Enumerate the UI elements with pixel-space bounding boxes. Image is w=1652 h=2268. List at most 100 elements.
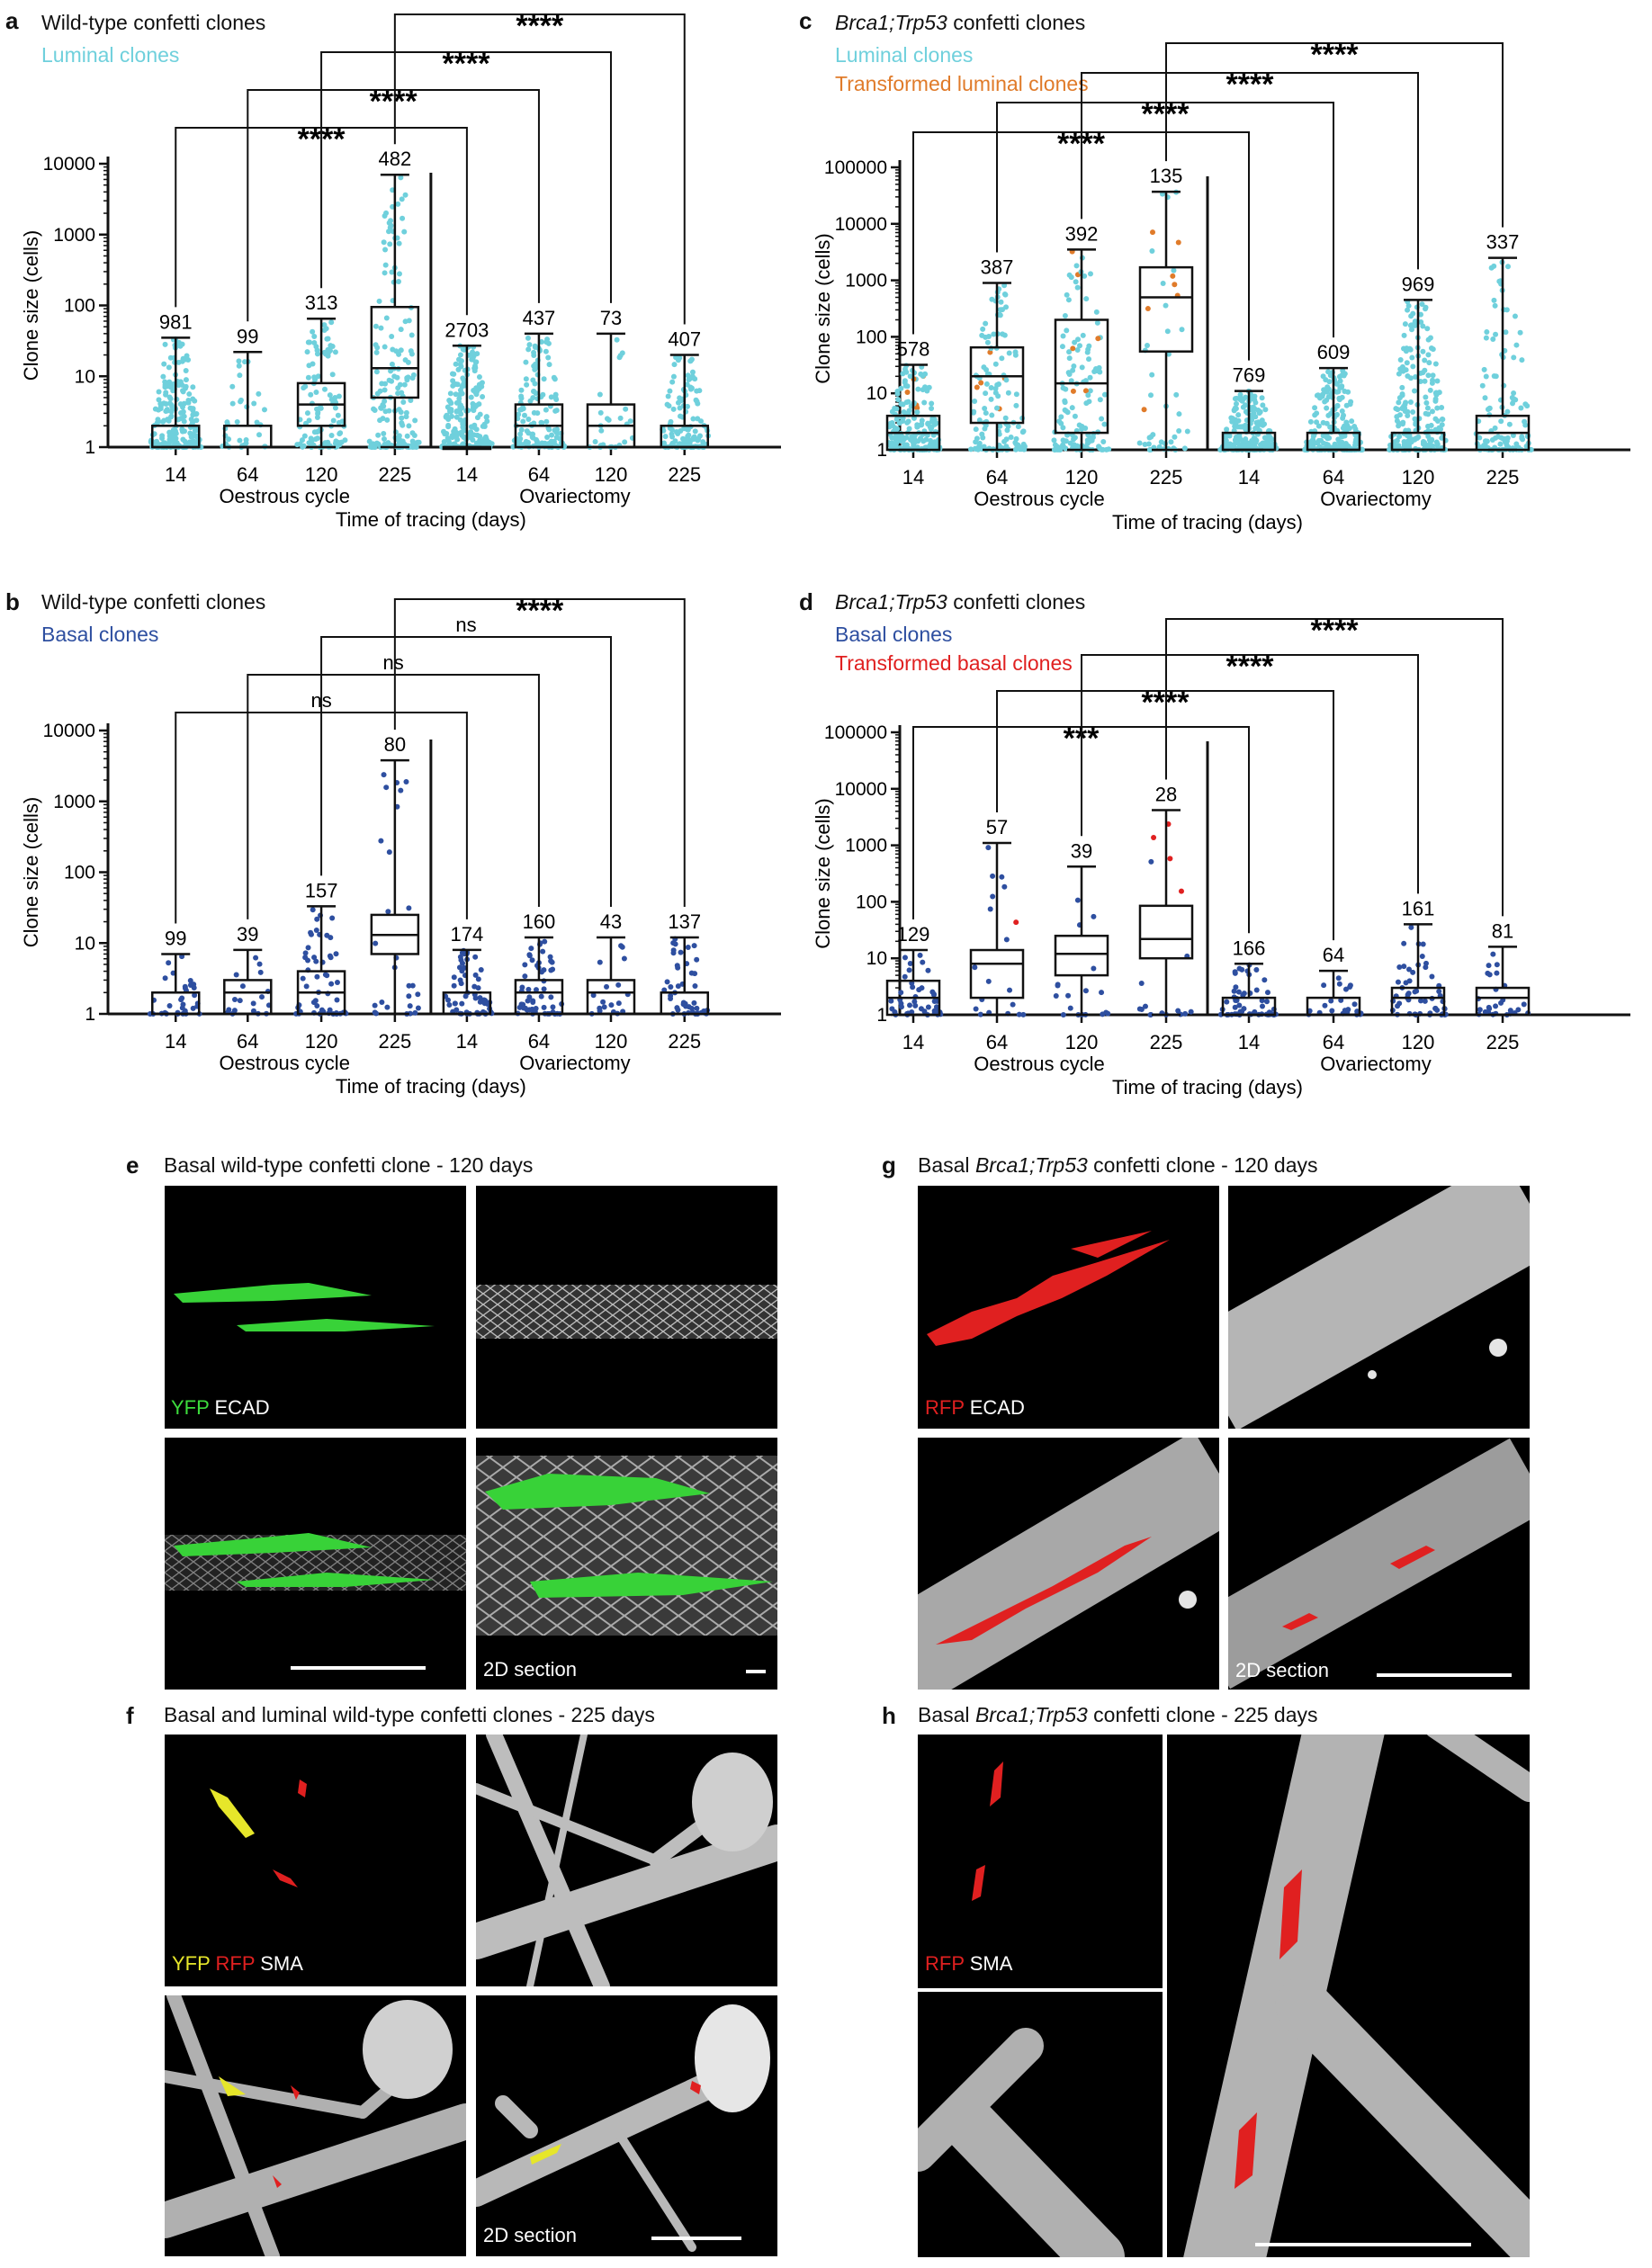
data-point bbox=[1138, 980, 1145, 986]
data-point bbox=[328, 319, 335, 326]
x-tick-label: 14 bbox=[456, 1030, 478, 1053]
data-point bbox=[453, 391, 459, 398]
data-point bbox=[1399, 384, 1405, 390]
x-tick-label: 64 bbox=[237, 463, 258, 486]
data-point bbox=[453, 361, 459, 367]
data-point bbox=[519, 984, 525, 991]
data-point bbox=[449, 433, 455, 439]
data-point bbox=[193, 411, 199, 417]
data-point bbox=[1396, 399, 1402, 406]
data-point bbox=[542, 938, 548, 945]
data-point bbox=[520, 418, 526, 425]
data-point bbox=[1347, 982, 1353, 989]
y-tick-label: 1000 bbox=[845, 271, 887, 291]
data-point bbox=[1015, 424, 1021, 430]
data-point bbox=[481, 423, 488, 429]
data-point bbox=[1013, 402, 1019, 408]
data-point bbox=[1082, 388, 1089, 394]
data-point bbox=[378, 325, 384, 331]
data-point bbox=[973, 1006, 979, 1012]
data-point bbox=[675, 983, 681, 990]
data-point bbox=[1336, 373, 1342, 380]
data-point bbox=[1269, 436, 1275, 443]
data-point bbox=[1167, 856, 1173, 862]
data-point bbox=[549, 432, 555, 438]
data-point bbox=[1484, 328, 1490, 335]
data-point bbox=[1060, 425, 1066, 431]
data-point bbox=[1093, 365, 1100, 372]
data-point bbox=[472, 404, 479, 410]
data-point bbox=[184, 353, 190, 359]
data-point bbox=[325, 353, 331, 359]
data-point bbox=[1423, 306, 1429, 312]
data-point bbox=[368, 444, 374, 450]
data-point bbox=[538, 419, 544, 426]
significance-bracket bbox=[1165, 42, 1504, 228]
data-point bbox=[668, 983, 674, 990]
panel-a-title: Wild-type confetti clones bbox=[41, 11, 266, 34]
data-point bbox=[1097, 445, 1103, 452]
data-point bbox=[668, 418, 674, 425]
data-point bbox=[1238, 424, 1244, 430]
data-point bbox=[921, 399, 928, 406]
data-point bbox=[303, 983, 310, 990]
significance-bracket bbox=[1081, 654, 1419, 894]
data-point bbox=[1340, 425, 1346, 431]
data-point bbox=[1075, 336, 1082, 343]
group-label-oestrous: Oestrous cycle bbox=[974, 1053, 1105, 1075]
x-tick-label: 64 bbox=[1323, 466, 1344, 489]
significance-bracket bbox=[1165, 618, 1504, 917]
data-point bbox=[1434, 405, 1441, 411]
data-point bbox=[1337, 385, 1343, 391]
data-point bbox=[304, 410, 310, 417]
panel-g-title: Basal Brca1;Trp53 confetti clone - 120 d… bbox=[918, 1153, 1318, 1178]
data-point bbox=[925, 967, 931, 973]
data-point bbox=[1328, 998, 1334, 1004]
data-point bbox=[1076, 343, 1082, 349]
data-point bbox=[543, 407, 549, 413]
data-point bbox=[398, 409, 404, 416]
data-point bbox=[549, 959, 555, 965]
data-point bbox=[1518, 405, 1524, 411]
data-point bbox=[1158, 439, 1164, 445]
data-point bbox=[444, 412, 450, 418]
y-tick-label: 1 bbox=[876, 440, 887, 461]
data-point bbox=[1479, 382, 1486, 389]
data-point bbox=[1423, 394, 1429, 400]
panel-e-section-label: 2D section bbox=[483, 1658, 577, 1681]
x-tick-label: 225 bbox=[668, 1030, 701, 1053]
data-point bbox=[1097, 397, 1103, 403]
data-point bbox=[1395, 979, 1401, 985]
data-point bbox=[304, 349, 310, 355]
data-point bbox=[1418, 998, 1424, 1004]
x-tick-label: 225 bbox=[1150, 466, 1183, 489]
data-point bbox=[483, 436, 489, 443]
data-point bbox=[382, 247, 389, 253]
data-point bbox=[1060, 1011, 1066, 1017]
data-point bbox=[406, 982, 412, 989]
data-point bbox=[152, 439, 158, 445]
x-axis-label: Time of tracing (days) bbox=[1112, 511, 1303, 533]
data-point bbox=[1439, 405, 1445, 411]
x-tick-label: 225 bbox=[379, 463, 412, 486]
data-point bbox=[1243, 436, 1249, 443]
data-point bbox=[548, 967, 554, 973]
data-point bbox=[409, 332, 415, 338]
data-point bbox=[1097, 369, 1103, 375]
data-point bbox=[444, 431, 450, 437]
data-point bbox=[1065, 992, 1072, 999]
data-point bbox=[406, 423, 412, 429]
data-point bbox=[1387, 446, 1393, 453]
data-point bbox=[1236, 1002, 1243, 1008]
data-point bbox=[237, 437, 243, 444]
data-point bbox=[1065, 370, 1072, 376]
data-point bbox=[974, 435, 980, 442]
n-label: 609 bbox=[1317, 341, 1351, 363]
data-point bbox=[990, 893, 996, 900]
data-point bbox=[314, 351, 320, 357]
x-tick-label: 64 bbox=[528, 1030, 550, 1053]
data-point bbox=[190, 396, 196, 402]
data-point bbox=[1082, 273, 1088, 279]
data-point bbox=[548, 994, 554, 1000]
data-point bbox=[689, 369, 696, 375]
